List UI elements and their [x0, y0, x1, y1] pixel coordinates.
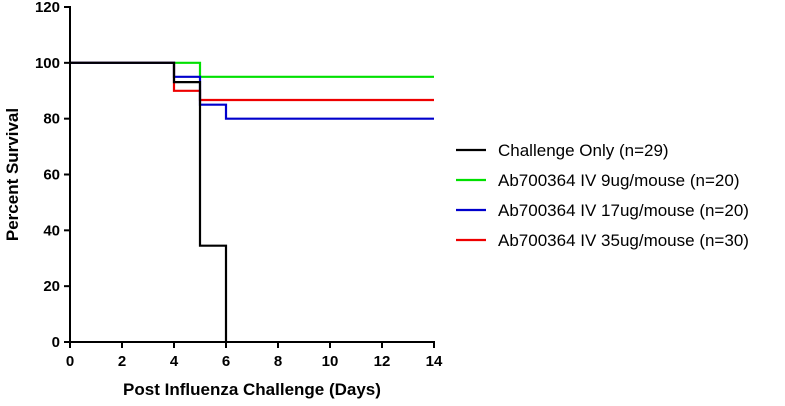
y-axis-title: Percent Survival: [3, 108, 22, 241]
legend-entry-0: Challenge Only (n=29): [498, 141, 669, 160]
x-tick-label: 2: [118, 353, 126, 370]
x-tick-label: 14: [426, 353, 443, 370]
plot-area: [70, 61, 434, 342]
y-tick-label: 0: [52, 334, 60, 351]
x-tick-label: 6: [222, 353, 230, 370]
series-line-2: [70, 61, 434, 120]
legend-entry-1: Ab700364 IV 9ug/mouse (n=20): [498, 171, 739, 190]
x-tick-label: 8: [274, 353, 282, 370]
x-axis-title: Post Influenza Challenge (Days): [123, 380, 381, 399]
y-tick-label: 60: [43, 167, 60, 184]
x-tick-label: 0: [66, 353, 74, 370]
y-tick-label: 40: [43, 222, 60, 239]
x-tick-label: 10: [322, 353, 339, 370]
series-line-0: [70, 61, 228, 342]
legend-entry-3: Ab700364 IV 35ug/mouse (n=30): [498, 231, 749, 250]
axes: 0 2 4 6 8 10 12 14 0 20 40 60 80 100 120: [35, 0, 443, 370]
series-line-3: [70, 61, 434, 102]
y-tick-label: 100: [35, 55, 60, 72]
legend-entry-2: Ab700364 IV 17ug/mouse (n=20): [498, 201, 749, 220]
legend: Challenge Only (n=29) Ab700364 IV 9ug/mou…: [456, 141, 749, 250]
x-tick-label: 4: [170, 353, 179, 370]
x-tick-label: 12: [374, 353, 391, 370]
y-tick-label: 120: [35, 0, 60, 16]
series-line-1: [70, 61, 434, 78]
y-tick-label: 80: [43, 111, 60, 128]
y-tick-label: 20: [43, 278, 60, 295]
